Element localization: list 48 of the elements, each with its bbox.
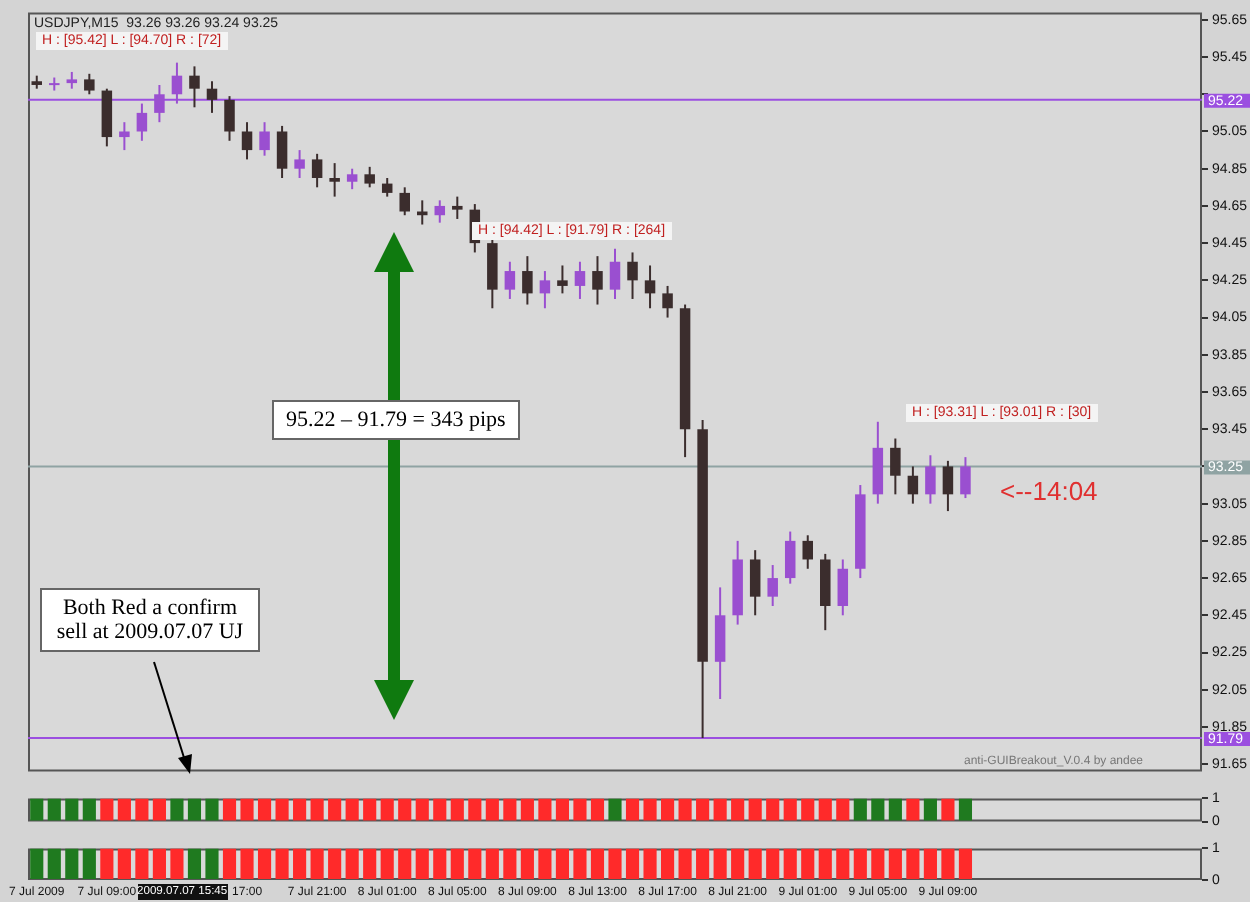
candlestick xyxy=(522,255,533,306)
candlestick xyxy=(942,459,954,513)
candlestick xyxy=(487,236,498,310)
candlestick xyxy=(119,121,130,152)
candlestick xyxy=(662,284,673,319)
candlestick xyxy=(311,152,323,189)
candlestick xyxy=(539,270,551,310)
candlestick xyxy=(434,199,446,224)
candlestick xyxy=(136,102,148,142)
candlestick xyxy=(925,454,936,505)
candlestick xyxy=(224,95,235,142)
candlestick xyxy=(574,260,586,300)
candlestick xyxy=(399,186,410,217)
candlestick xyxy=(820,552,831,632)
candlestick xyxy=(346,167,358,191)
candlestick xyxy=(749,549,761,617)
candlestick xyxy=(504,260,516,300)
candlestick xyxy=(276,124,288,180)
candlestick xyxy=(960,456,971,500)
candlestick xyxy=(171,61,183,105)
candlestick xyxy=(784,530,796,585)
candlestick xyxy=(381,177,393,198)
annotation: Both Red a confirm sell at 2009.07.07 UJ xyxy=(40,588,260,652)
candlestick xyxy=(452,195,463,220)
candlestick xyxy=(294,149,305,180)
annotation: <--14:04 xyxy=(1000,476,1098,506)
candlestick xyxy=(609,247,621,300)
candlestick xyxy=(890,437,901,496)
candlestick xyxy=(837,558,849,617)
candlestick xyxy=(241,121,253,161)
candlestick xyxy=(154,83,165,124)
candlestick xyxy=(329,162,340,198)
annotation: 95.22 – 91.79 = 343 pips xyxy=(272,400,520,440)
candlestick xyxy=(557,264,568,295)
candlestick xyxy=(767,564,778,607)
candlestick xyxy=(627,251,638,300)
candlestick xyxy=(259,121,270,157)
candlestick xyxy=(101,87,113,148)
candlestick xyxy=(802,534,813,570)
candlestick xyxy=(907,465,919,505)
candlestick xyxy=(84,72,95,96)
candlestick xyxy=(714,586,726,701)
candlestick xyxy=(206,80,218,114)
candlestick xyxy=(364,165,375,189)
candlestick xyxy=(872,420,884,505)
candlestick xyxy=(644,264,656,310)
candlestick xyxy=(189,65,200,109)
candlestick xyxy=(592,255,603,306)
